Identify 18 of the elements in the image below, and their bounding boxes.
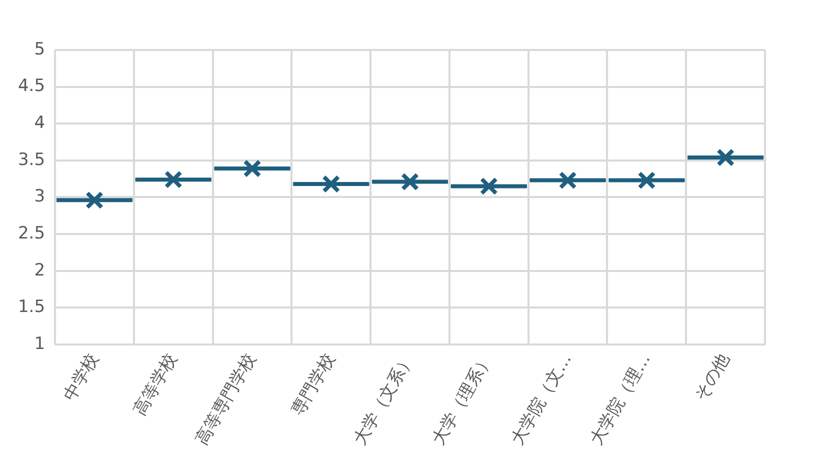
x-tick-label: 大学院（文…	[508, 350, 576, 449]
y-tick-label: 2.5	[18, 223, 46, 244]
y-tick-label: 4.5	[18, 76, 46, 96]
x-tick-label: その他	[690, 350, 734, 404]
x-tick-label: 高等専門学校	[192, 350, 260, 449]
x-tick-label: 専門学校	[288, 350, 340, 420]
x-tick-label: 大学院（理…	[586, 350, 655, 449]
x-tick-label: 大学（理系）	[428, 350, 498, 449]
y-tick-label: 1	[34, 334, 46, 354]
y-tick-label: 2	[34, 260, 46, 280]
y-tick-label: 1.5	[18, 297, 46, 318]
y-tick-label: 3	[34, 186, 46, 207]
y-tick-label: 5	[34, 39, 46, 60]
x-tick-label: 中学校	[60, 350, 103, 404]
y-tick-label: 4	[34, 113, 46, 134]
x-tick-label: 大学（文系）	[350, 350, 418, 449]
y-tick-label: 3.5	[18, 150, 46, 170]
x-tick-label: 高等学校	[130, 350, 182, 420]
